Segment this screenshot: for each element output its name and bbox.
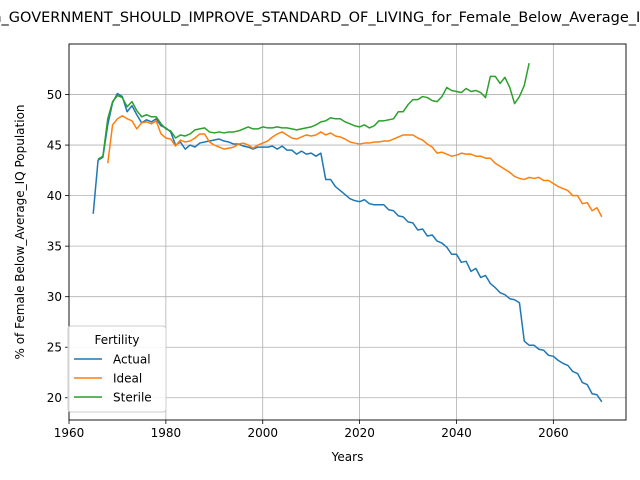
x-tick-label: 1960 bbox=[54, 426, 85, 440]
series-line-ideal bbox=[107, 115, 603, 218]
axis-ticks: 1960 1980 2000 2020 2040 2060 20 25 30 35 40 45 50 bbox=[47, 88, 569, 440]
x-tick-label: 2060 bbox=[538, 426, 569, 440]
legend-title: Fertility bbox=[94, 333, 139, 347]
y-axis-label: % of Female Below_Average_IQ Population bbox=[13, 104, 27, 359]
x-axis-label: Years bbox=[331, 450, 364, 464]
x-tick-label: 1980 bbox=[151, 426, 182, 440]
x-tick-label: 2020 bbox=[344, 426, 375, 440]
y-tick-label: 25 bbox=[47, 341, 62, 355]
legend-label-ideal: Ideal bbox=[113, 371, 142, 385]
y-tick-label: 50 bbox=[47, 88, 62, 102]
y-tick-label: 20 bbox=[47, 391, 62, 405]
legend: Fertility Actual Ideal Sterile bbox=[67, 325, 167, 413]
y-tick-label: 35 bbox=[47, 239, 62, 253]
plot-frame bbox=[68, 43, 627, 421]
y-tick-label: 30 bbox=[47, 290, 62, 304]
chart-title: in_GOVERNMENT_SHOULD_IMPROVE_STANDARD_OF… bbox=[0, 10, 640, 26]
y-tick-label: 40 bbox=[47, 189, 62, 203]
legend-label-actual: Actual bbox=[113, 352, 151, 366]
legend-box bbox=[67, 325, 167, 413]
legend-label-sterile: Sterile bbox=[113, 390, 152, 404]
series-layer bbox=[92, 63, 603, 403]
series-line-sterile bbox=[97, 63, 530, 160]
x-tick-label: 2000 bbox=[247, 426, 278, 440]
y-tick-label: 45 bbox=[47, 138, 62, 152]
x-tick-label: 2040 bbox=[441, 426, 472, 440]
